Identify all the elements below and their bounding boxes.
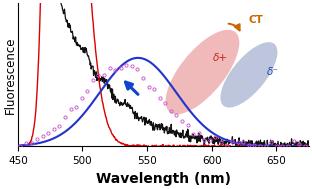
Text: δ+: δ+ (212, 53, 228, 63)
X-axis label: Wavelength (nm): Wavelength (nm) (96, 172, 231, 186)
Y-axis label: Fluorescence: Fluorescence (3, 36, 17, 114)
Ellipse shape (166, 30, 239, 114)
Text: δ⁻: δ⁻ (266, 67, 278, 77)
Ellipse shape (221, 42, 277, 108)
Text: CT: CT (249, 15, 264, 25)
